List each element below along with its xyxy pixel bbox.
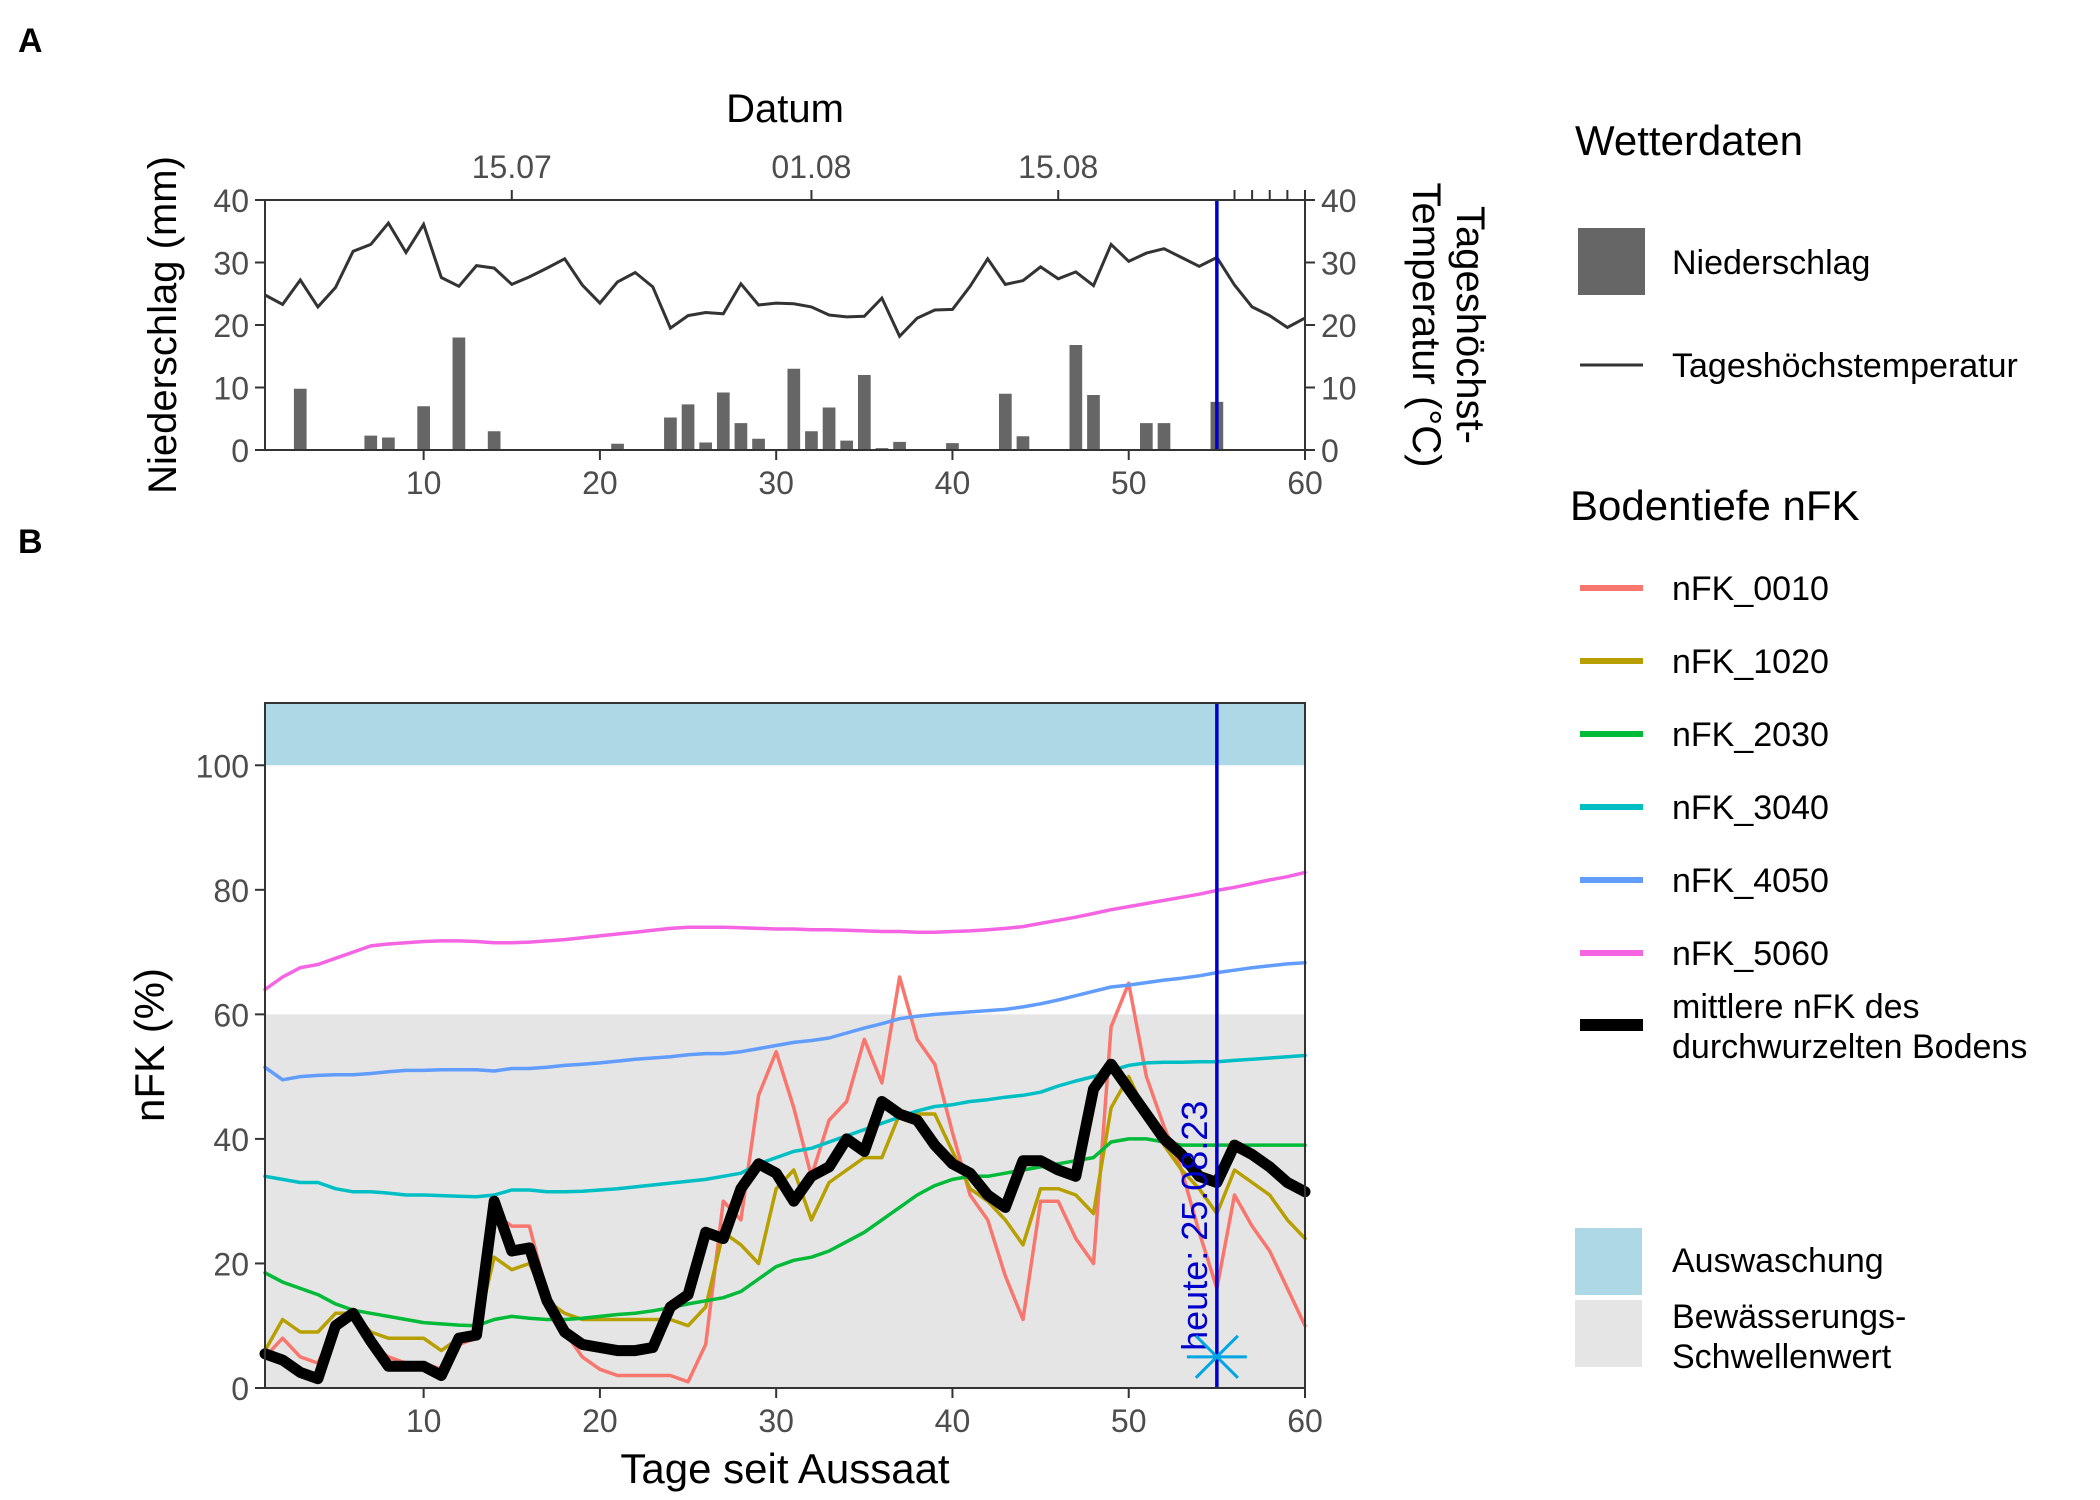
- date-tick-label: 15.08: [1018, 149, 1098, 185]
- legend-leaching-key: [1575, 1228, 1642, 1295]
- legend: Wetterdaten Niederschlag Tageshöchstempe…: [1570, 117, 2027, 1376]
- precip-bar: [734, 423, 748, 450]
- precip-bar: [716, 392, 730, 450]
- star-stroke: [1194, 1334, 1239, 1379]
- legend-label-nFK_5060: nFK_5060: [1672, 935, 1829, 973]
- legend-irrigation-key: [1575, 1300, 1642, 1367]
- y-tick-label: 60: [213, 997, 249, 1033]
- x-tick-label: 20: [582, 1403, 618, 1439]
- temp-axis-title-line1: Tageshöchst-: [1448, 206, 1492, 444]
- panel-a-label: A: [18, 22, 43, 60]
- panel-b-label: B: [18, 523, 43, 561]
- x-tick-label: 40: [935, 465, 971, 501]
- precip-bar: [681, 404, 695, 450]
- series-line-nFK_2030: [263, 1137, 1307, 1328]
- temp-axis-title-line2: Temperatur (°C): [1404, 183, 1448, 468]
- precip-bar: [364, 435, 378, 450]
- precip-bar: [1016, 436, 1030, 450]
- y-axis-title: nFK (%): [126, 968, 173, 1122]
- weather-plot-frame: [264, 199, 1306, 451]
- legend-irrigation-label-line2: Schwellenwert: [1672, 1338, 1892, 1376]
- precip-bar: [998, 393, 1012, 450]
- x-tick-label: 30: [758, 465, 794, 501]
- x-tick-label: 60: [1287, 1403, 1323, 1439]
- precip-bar: [382, 437, 395, 450]
- legend-temp-label: Tageshöchstemperatur: [1672, 347, 2018, 385]
- x-tick-label: 50: [1111, 1403, 1147, 1439]
- temp-y-tick-label: 20: [1321, 308, 1357, 344]
- top-axis-title: Datum: [726, 87, 844, 131]
- x-tick-label: 10: [406, 465, 442, 501]
- precip-bar: [1140, 423, 1153, 450]
- precip-bar: [611, 443, 624, 450]
- precip-bar: [946, 443, 959, 450]
- precip-bar: [452, 337, 466, 450]
- precip-y-tick-label: 0: [231, 433, 249, 469]
- leaching-zone: [265, 703, 1305, 766]
- legend-depth-title: Bodentiefe nFK: [1570, 482, 1860, 529]
- precip-bar: [857, 375, 871, 450]
- legend-leaching-label: Auswaschung: [1672, 1242, 1884, 1280]
- series-line-nFK_4050: [263, 960, 1307, 1082]
- soil-plot-frame: [264, 702, 1306, 1389]
- precip-bar: [487, 431, 501, 450]
- legend-mean-label-line2: durchwurzelten Bodens: [1672, 1028, 2027, 1066]
- precip-y-tick-label: 40: [213, 183, 249, 219]
- legend-precip-key: [1578, 228, 1645, 295]
- legend-mean-label-line1: mittlere nFK des: [1672, 988, 1920, 1026]
- temp-y-tick-label: 0: [1321, 433, 1339, 469]
- precip-bar: [752, 438, 765, 450]
- precip-bar: [293, 388, 307, 450]
- precip-bar: [893, 441, 906, 450]
- precip-bar: [417, 406, 430, 450]
- today-star-marker: [1186, 1334, 1247, 1379]
- y-tick-label: 40: [213, 1122, 249, 1158]
- mean-nfk-line: [259, 1058, 1311, 1385]
- y-tick-label: 100: [196, 748, 249, 784]
- precip-bar: [805, 431, 818, 450]
- x-tick-label: 50: [1111, 465, 1147, 501]
- precip-y-tick-label: 30: [213, 246, 249, 282]
- x-tick-label: 20: [582, 465, 618, 501]
- precip-y-tick-label: 10: [213, 371, 249, 407]
- legend-weather-title: Wetterdaten: [1575, 117, 1803, 164]
- precip-bar: [1157, 423, 1171, 450]
- precip-bar: [840, 440, 854, 450]
- legend-label-nFK_4050: nFK_4050: [1672, 862, 1829, 900]
- precip-bar: [787, 368, 801, 450]
- x-tick-label: 40: [935, 1403, 971, 1439]
- temp-y-tick-label: 30: [1321, 246, 1357, 282]
- precip-bar: [664, 417, 677, 450]
- y-tick-label: 80: [213, 873, 249, 909]
- series-line-nFK_3040: [263, 1053, 1307, 1199]
- weather-panel: 0 0 10 10 20 20 30 30 40 40 10 20 30 40 50 60 15.07 01.08…: [141, 87, 1492, 501]
- precip-y-tick-label: 20: [213, 308, 249, 344]
- temperature-line: [264, 220, 1306, 339]
- precip-axis-title: Niederschlag (mm): [141, 156, 185, 494]
- x-tick-label: 10: [406, 1403, 442, 1439]
- legend-label-nFK_3040: nFK_3040: [1672, 789, 1829, 827]
- x-tick-label: 30: [758, 1403, 794, 1439]
- today-label: heute: 25.08.23: [1174, 1101, 1215, 1351]
- legend-label-nFK_2030: nFK_2030: [1672, 716, 1829, 754]
- legend-label-nFK_1020: nFK_1020: [1672, 643, 1829, 681]
- y-tick-label: 0: [231, 1371, 249, 1407]
- legend-irrigation-label-line1: Bewässerungs-: [1672, 1298, 1906, 1336]
- series-line-nFK_5060: [263, 870, 1307, 992]
- precip-bar: [1087, 395, 1100, 450]
- temp-y-tick-label: 10: [1321, 371, 1357, 407]
- date-tick-label: 01.08: [771, 149, 851, 185]
- legend-label-nFK_0010: nFK_0010: [1672, 570, 1829, 608]
- x-tick-label: 60: [1287, 465, 1323, 501]
- x-axis-title: Tage seit Aussaat: [620, 1445, 950, 1492]
- precip-bar: [822, 407, 836, 450]
- temp-y-tick-label: 40: [1321, 183, 1357, 219]
- legend-precip-label: Niederschlag: [1672, 244, 1870, 282]
- precip-bar: [1069, 345, 1083, 450]
- y-tick-label: 20: [213, 1246, 249, 1282]
- date-tick-label: 15.07: [472, 149, 552, 185]
- precip-bar: [699, 442, 713, 450]
